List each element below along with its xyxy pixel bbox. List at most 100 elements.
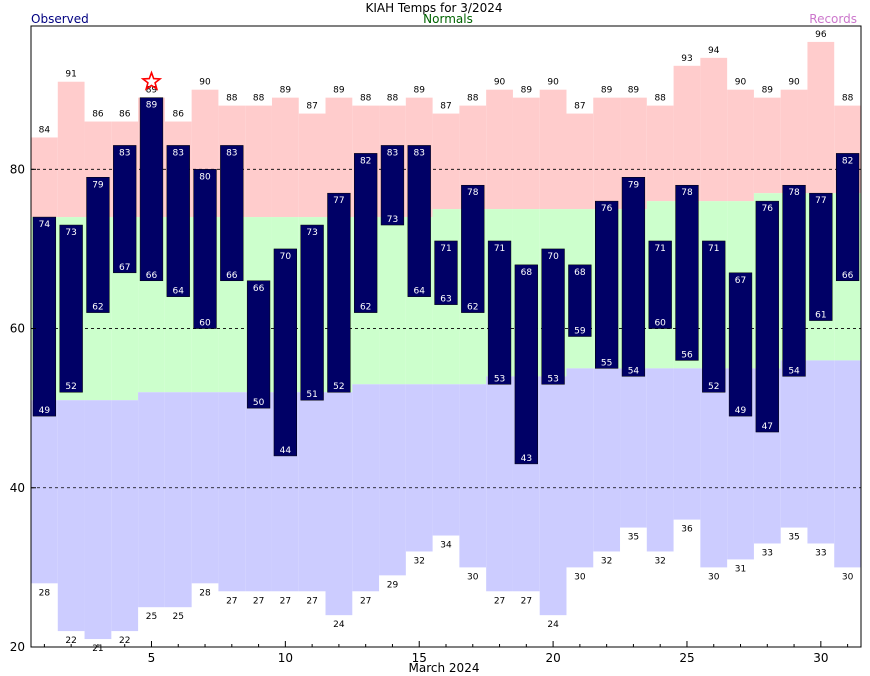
record-low-label-day-4: 22 (119, 636, 130, 646)
record-high-label-day-16: 87 (440, 102, 451, 112)
record-high-label-day-30: 96 (815, 30, 827, 40)
observed-low-label-day-17: 62 (467, 303, 478, 313)
record-high-label-day-5: 89 (146, 86, 158, 96)
record-high-band-day-25 (673, 65, 701, 202)
record-low-band-day-14 (379, 384, 406, 576)
record-low-band-day-21 (566, 368, 594, 568)
record-low-band-day-8 (218, 392, 246, 592)
observed-high-label-day-14: 83 (387, 148, 398, 158)
observed-high-label-day-18: 71 (494, 244, 505, 254)
observed-high-label-day-28: 76 (762, 204, 774, 214)
observed-low-label-day-27: 49 (735, 406, 747, 416)
record-high-label-day-26: 94 (708, 46, 720, 56)
observed-bar-day-15 (407, 145, 431, 297)
legend-normals: Normals (423, 12, 473, 26)
record-low-label-day-19: 27 (521, 596, 532, 606)
record-low-label-day-10: 27 (280, 596, 291, 606)
record-low-label-day-7: 28 (199, 588, 211, 598)
record-high-label-day-6: 86 (173, 110, 185, 120)
observed-bar-day-23 (621, 177, 646, 377)
record-low-band-day-18 (486, 376, 513, 592)
record-low-label-day-5: 25 (146, 612, 157, 622)
observed-bar-day-11 (300, 224, 324, 401)
observed-high-label-day-26: 71 (708, 244, 719, 254)
record-low-label-day-27: 31 (735, 564, 746, 574)
record-low-band-day-4 (111, 400, 139, 632)
record-low-label-day-20: 24 (547, 620, 559, 630)
observed-low-label-day-9: 50 (253, 398, 265, 408)
observed-bar-day-22 (595, 200, 619, 369)
record-low-label-day-3: 21 (92, 644, 103, 654)
record-low-label-day-6: 25 (173, 612, 184, 622)
y-tick-label-60: 60 (10, 322, 25, 336)
record-high-band-day-9 (245, 105, 272, 218)
observed-high-label-day-25: 78 (681, 188, 693, 198)
observed-low-label-day-26: 52 (708, 382, 719, 392)
record-high-label-day-20: 90 (547, 78, 559, 88)
record-low-band-day-3 (84, 400, 112, 640)
record-high-band-day-22 (593, 97, 621, 210)
record-low-band-day-20 (539, 376, 567, 616)
normal-band-day-14 (379, 217, 406, 385)
observed-bar-day-26 (702, 240, 726, 393)
observed-high-label-day-23: 79 (628, 180, 640, 190)
axes: 20 40 60 80 5 10 15 20 25 30 (10, 162, 849, 665)
y-tick-label-80: 80 (10, 162, 25, 176)
observed-low-label-day-28: 47 (762, 422, 773, 432)
observed-high-label-day-19: 68 (521, 268, 533, 278)
record-high-label-day-1: 84 (39, 125, 51, 135)
record-low-label-day-26: 30 (708, 572, 720, 582)
record-low-label-day-23: 35 (628, 533, 639, 543)
record-low-band-day-24 (646, 368, 674, 552)
observed-low-label-day-8: 66 (226, 271, 238, 281)
record-high-label-day-21: 87 (574, 102, 585, 112)
observed-bar-day-2 (59, 224, 83, 393)
observed-high-label-day-11: 73 (306, 228, 317, 238)
x-tick-label-5: 5 (148, 651, 156, 665)
record-low-label-day-25: 36 (681, 525, 693, 535)
record-high-label-day-22: 89 (601, 86, 613, 96)
observed-high-label-day-29: 78 (788, 188, 800, 198)
observed-bar-day-20 (541, 248, 565, 385)
legend-observed: Observed (31, 12, 89, 26)
record-low-label-day-16: 34 (440, 541, 452, 551)
observed-low-label-day-7: 60 (199, 319, 211, 329)
record-high-label-day-14: 88 (387, 94, 399, 104)
observed-low-label-day-20: 53 (547, 374, 558, 384)
observed-low-label-day-23: 54 (628, 366, 640, 376)
observed-high-label-day-10: 70 (280, 252, 292, 262)
observed-bar-day-16 (434, 240, 458, 305)
observed-low-label-day-10: 44 (280, 446, 292, 456)
observed-bar-day-31 (835, 153, 860, 282)
record-high-band-day-21 (566, 113, 594, 210)
record-high-band-day-30 (807, 41, 835, 194)
y-tick-label-20: 20 (10, 640, 25, 654)
record-low-label-day-21: 30 (574, 572, 586, 582)
observed-high-label-day-1: 74 (39, 220, 51, 230)
observed-high-label-day-20: 70 (547, 252, 559, 262)
record-high-band-day-20 (539, 89, 567, 210)
observed-low-label-day-14: 73 (387, 215, 398, 225)
record-low-band-day-23 (620, 368, 647, 528)
observed-bar-day-19 (514, 264, 538, 465)
x-tick-label-10: 10 (278, 651, 293, 665)
record-low-band-day-9 (245, 392, 272, 592)
record-high-label-day-10: 89 (280, 86, 292, 96)
observed-high-label-day-3: 79 (92, 180, 104, 190)
record-low-label-day-22: 32 (601, 556, 612, 566)
record-high-label-day-31: 88 (842, 94, 854, 104)
record-low-band-day-25 (673, 368, 701, 520)
record-low-label-day-13: 27 (360, 596, 371, 606)
observed-bar-day-27 (728, 272, 753, 417)
observed-bar-day-6 (166, 145, 190, 297)
record-low-label-day-11: 27 (306, 596, 317, 606)
record-high-label-day-29: 90 (788, 78, 800, 88)
record-low-band-day-15 (405, 384, 433, 552)
observed-bars (32, 97, 860, 465)
observed-high-label-day-5: 89 (146, 101, 158, 111)
observed-bar-day-12 (327, 192, 351, 393)
record-low-label-day-17: 30 (467, 572, 479, 582)
observed-low-label-day-29: 54 (788, 366, 800, 376)
record-low-band-day-16 (432, 384, 460, 536)
record-high-band-day-10 (271, 97, 299, 218)
